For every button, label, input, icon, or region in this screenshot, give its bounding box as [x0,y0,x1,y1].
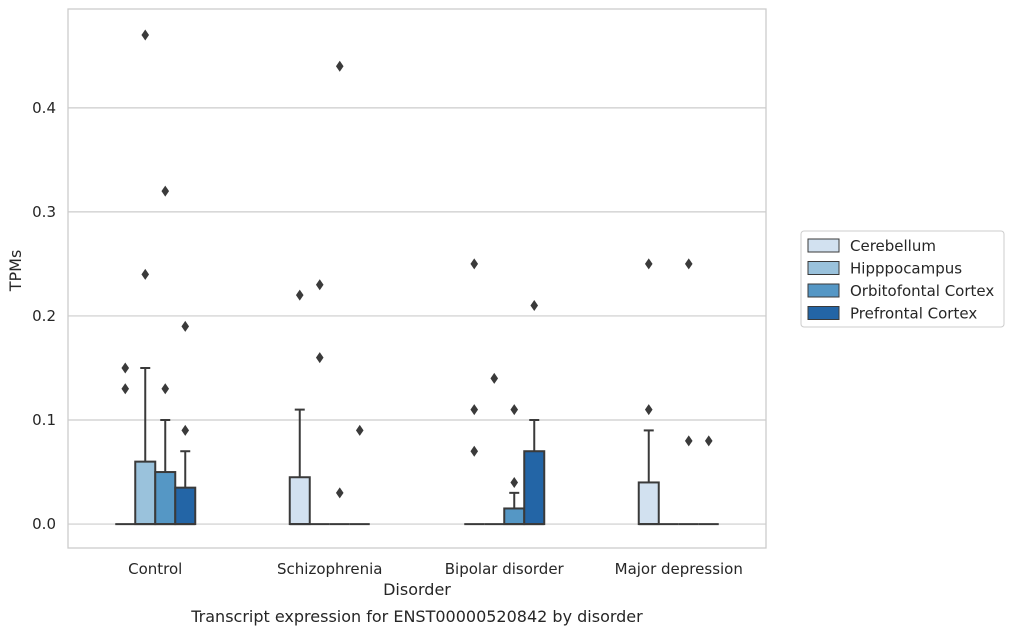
y-tick-label: 0.0 [32,515,56,533]
outlier-point [121,383,130,395]
grid-lines [68,107,766,525]
box-group [174,320,197,526]
box-group [678,258,699,526]
outlier-point [684,258,693,270]
outlier-point [161,383,170,395]
outlier-point [335,487,344,499]
outlier-point [510,476,519,488]
outlier-point [295,289,304,301]
outlier-point [161,185,170,197]
outlier-point [181,424,190,436]
outlier-point [121,362,130,374]
legend: Cerebellum Hipppocampus Orbitofontal Corte… [800,230,1005,328]
x-tick-label: Major depression [615,560,743,578]
outlier-point [335,60,344,72]
box-group [484,372,505,526]
legend-entry-label: Cerebellum [850,237,936,255]
x-tick-label: Schizophrenia [277,560,382,578]
chart-caption: Transcript expression for ENST0000052084… [190,607,643,626]
legend-frame [800,230,1005,328]
outlier-point [490,372,499,384]
outlier-point [355,424,364,436]
y-tick-label: 0.4 [32,99,56,117]
legend-swatch [807,283,840,298]
outlier-point [181,320,190,332]
box [503,507,526,526]
outlier-point [704,435,713,447]
outlier-point [141,29,150,41]
box [174,486,197,526]
legend-entry-label: Prefrontal Cortex [850,305,977,323]
y-axis-label: TPMs [6,250,25,293]
box-group [288,289,311,526]
outlier-point [684,435,693,447]
outlier-point [644,404,653,416]
box-group [503,404,526,526]
x-tick-label: Control [128,560,182,578]
box-group [154,185,177,526]
outlier-point [510,404,519,416]
legend-entry-label: Hipppocampus [850,260,962,278]
legend-swatch [807,238,840,253]
box-group [309,279,330,526]
box [523,450,546,526]
y-tick-label: 0.3 [32,203,56,221]
box-group [698,435,719,526]
box [154,471,177,526]
box-group [349,424,370,526]
legend-swatch [807,306,840,320]
outlier-point [315,352,324,364]
box-group [464,258,485,526]
legend-entry-label: Orbitofontal Cortex [850,282,994,300]
outlier-point [644,258,653,270]
x-tick-labels: Control Schizophrenia Bipolar disorder Majo… [128,560,743,578]
outlier-point [530,300,539,312]
box-group [637,258,660,526]
outlier-point [470,404,479,416]
box-group [115,362,136,526]
box [288,476,311,526]
y-tick-label: 0.1 [32,411,56,429]
outlier-point [315,279,324,291]
outlier-point [141,268,150,280]
plot-frame [67,8,767,549]
y-tick-labels: 0.0 0.1 0.2 0.3 0.4 [32,99,56,533]
x-axis-label: Disorder [383,580,451,599]
box [134,460,157,526]
box-plot-marks [115,29,719,526]
legend-swatch [807,261,840,275]
x-tick-label: Bipolar disorder [445,560,565,578]
box [637,481,660,526]
outlier-point [470,445,479,457]
box-group [134,29,157,526]
box-group [329,60,350,526]
box-group [523,300,546,526]
outlier-point [470,258,479,270]
y-tick-label: 0.2 [32,307,56,325]
